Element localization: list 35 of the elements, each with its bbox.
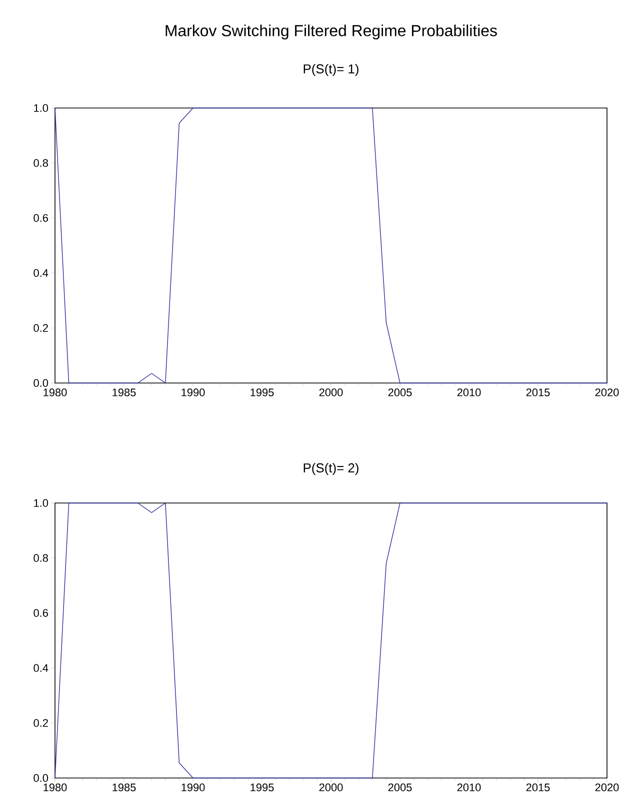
x-tick-label: 2005	[388, 784, 412, 792]
chart-subtitle: P(S(t)= 1)	[304, 64, 358, 76]
x-tick-label: 2000	[319, 388, 343, 396]
y-tick-label: 0.8	[34, 554, 48, 562]
x-tick-label: 2020	[595, 388, 619, 396]
y-tick-label: 1.0	[34, 499, 48, 507]
x-tick-label: 1980	[44, 784, 67, 792]
x-tick-label: 2010	[457, 388, 481, 396]
x-tick-label: 1985	[112, 388, 136, 396]
x-tick-label: 1980	[44, 388, 67, 396]
x-tick-label: 1990	[182, 784, 205, 792]
x-tick-label: 2015	[526, 784, 550, 792]
x-tick-label: 2020	[595, 784, 619, 792]
y-tick-label: 1.0	[34, 104, 48, 112]
x-tick-label: 2005	[388, 388, 412, 396]
y-tick-label: 0.8	[34, 159, 48, 167]
x-tick-label: 1985	[112, 784, 136, 792]
line-series	[54, 502, 608, 778]
x-tick-label: 1990	[182, 388, 205, 396]
x-tick-label: 2010	[457, 784, 481, 792]
y-tick-label: 0.0	[34, 774, 48, 782]
y-tick-label: 0.4	[34, 269, 48, 277]
x-tick-label: 2015	[526, 388, 550, 396]
x-tick-label: 1995	[250, 784, 274, 792]
chart-title: P(S(t)= 2)	[304, 462, 358, 476]
y-tick-label: 0.0	[34, 379, 48, 387]
y-tick-label: 0.2	[34, 324, 48, 332]
x-tick-label: 1995	[250, 388, 274, 396]
y-tick-label: 0.6	[34, 214, 48, 222]
y-tick-label: 0.6	[34, 609, 48, 617]
chart-title: Markov Switching Filtered Regime Probabilities	[166, 24, 497, 40]
y-tick-label: 0.2	[34, 719, 48, 727]
x-tick-label: 2000	[319, 784, 343, 792]
y-tick-label: 0.4	[34, 664, 48, 672]
line-series	[54, 108, 608, 384]
